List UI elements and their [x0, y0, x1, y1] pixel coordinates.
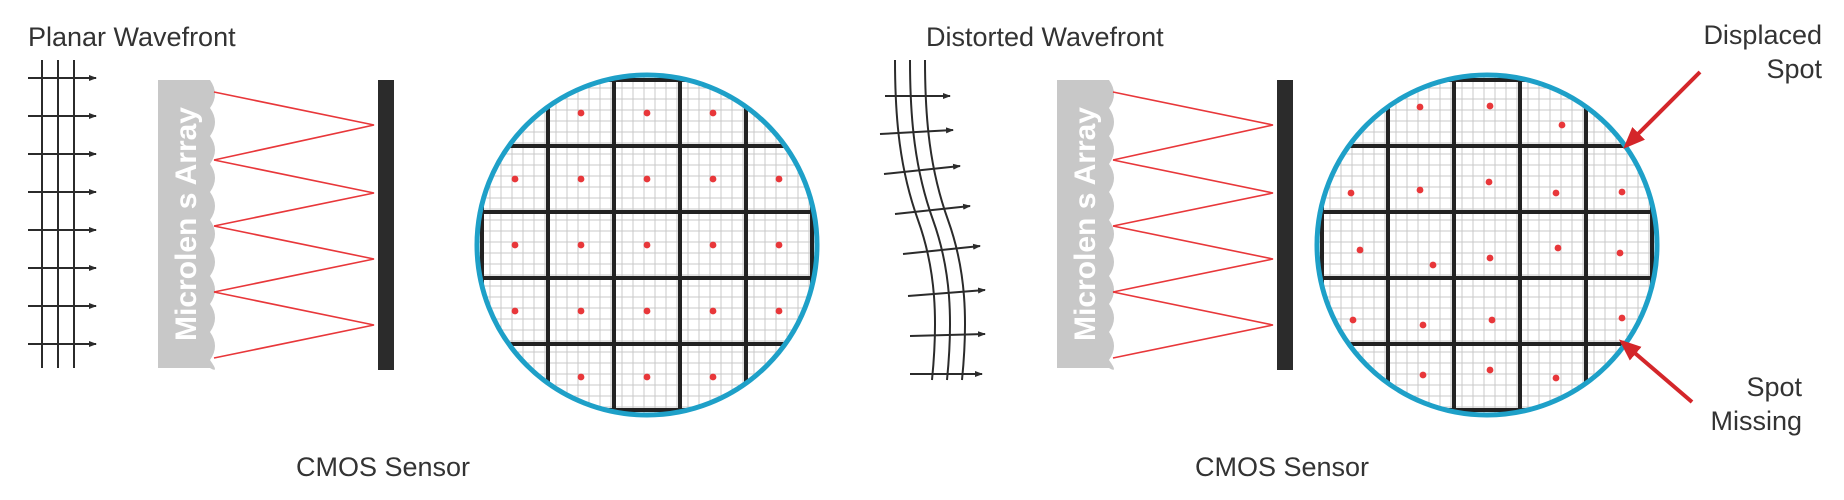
focal-spot	[511, 307, 519, 315]
focal-spot	[1488, 316, 1496, 324]
focal-spot	[643, 307, 651, 315]
microlens-array-left: Microlen s Array	[158, 80, 215, 370]
focal-spot	[1419, 321, 1427, 329]
panel-title-left: Planar Wavefront	[28, 22, 236, 52]
cmos-sensor-right	[1277, 80, 1293, 370]
focal-spot	[1552, 374, 1560, 382]
spot-missing-line-2: Missing	[1710, 406, 1802, 436]
focal-spot	[775, 307, 783, 315]
focal-spot	[709, 373, 717, 381]
focal-spot	[709, 307, 717, 315]
focal-spot	[1618, 188, 1626, 196]
microlens-array-right: Microlen s Array	[1057, 80, 1114, 370]
sensor-magnified-left	[474, 72, 820, 418]
focal-spot	[1554, 244, 1562, 252]
focal-spot	[709, 241, 717, 249]
panel-title-right: Distorted Wavefront	[926, 22, 1164, 52]
focal-spot	[577, 175, 585, 183]
focal-spot	[1486, 366, 1494, 374]
focal-spot	[1616, 249, 1624, 257]
spot-missing-line-1: Spot	[1746, 372, 1802, 402]
planar-wavefront	[28, 60, 97, 368]
displaced-spot-label: Displaced Spot	[1703, 18, 1822, 86]
focal-spot	[1485, 178, 1493, 186]
cmos-sensor-left	[378, 80, 394, 370]
focal-spot	[775, 175, 783, 183]
focal-spot	[1486, 254, 1494, 262]
focal-spot	[577, 241, 585, 249]
focal-spot	[775, 241, 783, 249]
sensor-magnified-right	[1314, 72, 1660, 418]
focal-spot	[1552, 189, 1560, 197]
spot-missing-label: Spot Missing	[1710, 370, 1802, 438]
lens-array-label-right: Microlen s Array	[1069, 107, 1102, 341]
focal-spot	[1416, 186, 1424, 194]
focal-spot	[1356, 246, 1364, 254]
focal-spot	[1618, 314, 1626, 322]
focal-spot	[1347, 189, 1355, 197]
displaced-spot-line-1: Displaced	[1703, 20, 1822, 50]
displaced-spot-line-2: Spot	[1766, 54, 1822, 84]
focal-spot	[643, 373, 651, 381]
distorted-wavefront	[879, 59, 986, 381]
focal-spot	[577, 109, 585, 117]
spot-missing-arrow	[1618, 339, 1694, 404]
focal-spot	[643, 241, 651, 249]
focal-spot	[511, 241, 519, 249]
focal-spot	[1486, 102, 1494, 110]
focal-spot	[709, 109, 717, 117]
focal-spot	[1419, 371, 1427, 379]
focal-spot	[511, 175, 519, 183]
sensor-label-left: CMOS Sensor	[296, 452, 471, 482]
rays-left	[213, 91, 375, 359]
focal-spot	[577, 373, 585, 381]
focal-spot	[1558, 121, 1566, 129]
sensor-label-right: CMOS Sensor	[1195, 452, 1370, 482]
focal-spot	[1416, 103, 1424, 111]
focal-spot	[1429, 261, 1437, 269]
focal-spot	[643, 109, 651, 117]
focal-spot	[709, 175, 717, 183]
displaced-spot-arrow	[1623, 70, 1702, 149]
focal-spot	[577, 307, 585, 315]
rays-right	[1112, 91, 1274, 359]
lens-array-label-left: Microlen s Array	[170, 107, 203, 341]
focal-spot	[1349, 316, 1357, 324]
focal-spot	[643, 175, 651, 183]
